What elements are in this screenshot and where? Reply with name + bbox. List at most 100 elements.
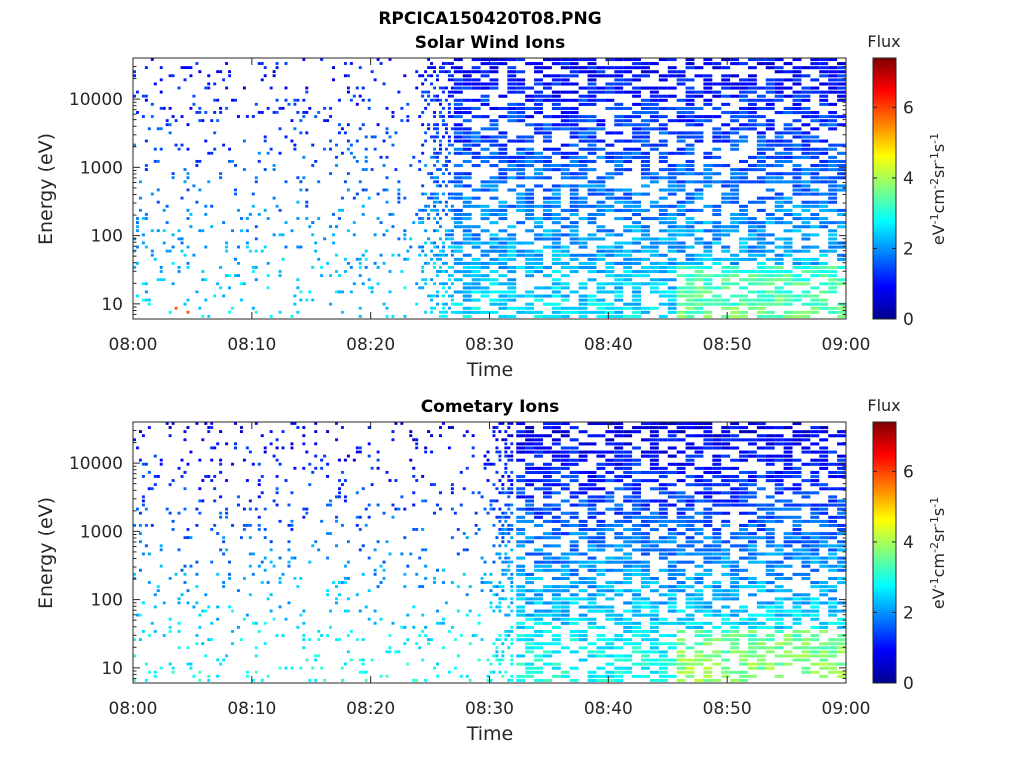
heatmap-cell [278,576,282,580]
heatmap-cell [614,666,624,670]
heatmap-cell [186,298,190,302]
heatmap-cell [397,253,401,257]
heatmap-cell [569,172,579,176]
heatmap-cell [632,605,642,609]
heatmap-cell [311,544,315,548]
heatmap-cell [765,511,775,515]
heatmap-cell [596,306,606,310]
heatmap-cell [667,168,677,172]
heatmap-cell [560,225,570,229]
heatmap-cell [667,225,677,229]
heatmap-cell [623,560,633,564]
heatmap-cell [765,540,775,544]
heatmap-cell [498,662,502,666]
heatmap-cell [828,462,838,466]
heatmap-cell [462,572,466,576]
heatmap-cell [510,662,514,666]
heatmap-cell [765,507,775,511]
heatmap-cell [501,532,505,535]
heatmap-cell [542,217,552,221]
heatmap-cell [204,609,208,613]
heatmap-cell [192,102,196,106]
heatmap-cell [210,151,214,155]
heatmap-cell [510,597,514,601]
heatmap-cell [632,548,642,552]
heatmap-cell [721,638,731,642]
heatmap-cell [632,572,642,576]
heatmap-cell [721,658,731,662]
heatmap-cell [605,523,615,528]
heatmap-cell [462,217,472,221]
heatmap-cell [560,523,570,528]
heatmap-cell [542,82,552,86]
heatmap-cell [703,638,713,642]
heatmap-cell [837,515,846,519]
heatmap-cell [730,625,740,629]
heatmap-cell [507,629,511,633]
heatmap-cell [504,511,508,515]
heatmap-cell [747,556,757,560]
heatmap-cell [329,302,333,306]
heatmap-cell [489,581,493,584]
heatmap-cell [721,102,731,106]
heatmap-cell [525,94,535,98]
heatmap-cell [801,249,811,253]
heatmap-cell [254,278,258,282]
heatmap-cell [649,111,659,115]
heatmap-cell [774,131,784,135]
heatmap-cell [837,66,846,70]
heatmap-cell [436,253,439,257]
heatmap-cell [596,298,606,302]
heatmap-cell [242,528,246,531]
heatmap-cell [694,123,704,127]
heatmap-cell [525,253,535,257]
heatmap-cell [406,564,410,568]
heatmap-cell [765,270,775,274]
heatmap-cell [501,585,505,588]
heatmap-cell [614,74,624,78]
heatmap-cell [774,82,784,86]
heatmap-cell [441,646,445,650]
heatmap-cell [498,479,502,482]
heatmap-cell [703,536,713,540]
heatmap-cell [542,159,552,164]
heatmap-cell [439,143,442,147]
heatmap-cell [367,589,371,593]
heatmap-cell [828,499,838,503]
heatmap-cell [828,434,838,438]
heatmap-cell [810,225,820,229]
heatmap-cell [721,605,731,609]
heatmap-cell [510,658,514,662]
heatmap-cell [382,560,386,564]
heatmap-cell [649,601,659,605]
heatmap-cell [774,98,784,102]
heatmap-cell [765,564,775,568]
heatmap-cell [819,446,829,450]
heatmap-cell [329,147,333,151]
heatmap-cell [424,576,428,580]
heatmap-cell [480,62,490,66]
heatmap-cell [459,634,463,637]
heatmap-cell [614,446,624,450]
heatmap-cell [441,241,445,245]
heatmap-cell [394,422,398,425]
heatmap-cell [712,581,722,585]
heatmap-cell [439,314,442,318]
heatmap-cell [418,634,422,637]
heatmap-cell [596,511,606,515]
heatmap-cell [296,310,300,314]
heatmap-cell [551,98,561,102]
heatmap-cell [453,270,463,274]
heatmap-cell [747,74,757,78]
heatmap-cell [159,666,163,670]
heatmap-cell [441,172,445,176]
heatmap-cell [153,159,157,163]
heatmap-cell [453,261,463,265]
heatmap-cell [195,507,199,511]
heatmap-cell [774,458,784,462]
heatmap-cell [614,261,624,265]
heatmap-cell [730,609,740,613]
heatmap-cell [376,540,380,544]
heatmap-cell [596,302,606,306]
heatmap-cell [510,442,514,446]
